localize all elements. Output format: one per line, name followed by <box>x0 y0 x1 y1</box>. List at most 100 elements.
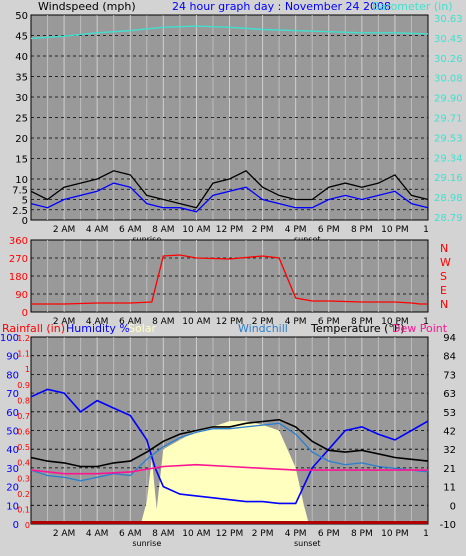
y2-tick-label: W <box>440 256 451 269</box>
y-tick-label: 20 <box>15 134 28 145</box>
y2-tick-label: 29.34 <box>434 153 463 164</box>
x-tick-label: 1 <box>423 317 429 327</box>
y2-tick-label: 53 <box>443 408 456 419</box>
gust-line <box>30 170 429 209</box>
y2-tick-label: 29.71 <box>434 114 463 125</box>
y-tick-label: 50 <box>6 427 19 438</box>
rain-tick-label: 0.5 <box>17 443 30 452</box>
x-tick-label: 4 PM <box>285 529 307 539</box>
y2-tick-label: 0 <box>450 501 456 512</box>
x-tick-label: 6 PM <box>318 529 340 539</box>
y2-tick-label: 84 <box>443 352 456 363</box>
windchill-label: Windchill <box>238 322 288 335</box>
y2-tick-label: 28.98 <box>434 193 463 204</box>
y2-tick-label: N <box>440 298 448 311</box>
y-tick-label: 10 <box>15 175 28 186</box>
rain-tick-label: 0 <box>25 521 30 530</box>
y2-tick-label: 63 <box>443 389 456 400</box>
dewpoint-line <box>30 463 428 475</box>
x-tick-label: 8 AM <box>152 529 175 539</box>
x-tick-label: 12 PM <box>216 317 244 327</box>
y-tick-label: 25 <box>15 114 28 125</box>
x-tick-label: 6 AM <box>119 225 142 235</box>
y-tick-label: 360 <box>9 236 28 247</box>
y2-tick-label: 30.45 <box>434 34 463 45</box>
y-tick-label: 20 <box>6 483 19 494</box>
y2-tick-label: 73 <box>443 370 456 381</box>
y2-tick-label: S <box>440 270 447 283</box>
sunset-label: sunset <box>294 539 321 548</box>
temperature-label: Temperature (°F) <box>310 322 405 335</box>
rain-tick-label: 0.1 <box>17 505 30 514</box>
y-tick-label: 0 <box>22 216 28 227</box>
barometer-label: Barometer (in) <box>372 0 453 13</box>
y-tick-label: 7.5 <box>12 185 28 196</box>
x-tick-label: 8 PM <box>351 529 373 539</box>
windchill-line <box>30 422 429 482</box>
y-tick-label: 100 <box>0 333 19 344</box>
rain-bar <box>31 521 428 524</box>
y2-tick-label: E <box>440 284 447 297</box>
y-tick-label: 60 <box>6 408 19 419</box>
x-tick-label: 6 AM <box>119 317 142 327</box>
y-tick-label: 270 <box>9 254 28 265</box>
x-tick-label: 1 <box>423 529 429 539</box>
x-tick-label: 2 PM <box>252 529 274 539</box>
y2-tick-label: 29.53 <box>434 133 463 144</box>
solar-area <box>141 421 309 524</box>
x-tick-label: 10 PM <box>381 529 409 539</box>
wind-direction-line <box>31 254 428 305</box>
rain-tick-label: 0.2 <box>17 490 30 499</box>
x-tick-label: 10 AM <box>182 225 210 235</box>
rain-tick-label: 0.3 <box>17 474 30 483</box>
y-tick-label: 45 <box>15 32 28 43</box>
y-tick-label: 35 <box>15 73 28 84</box>
x-tick-label: 1 <box>423 225 429 235</box>
x-tick-label: 10 AM <box>182 317 210 327</box>
y2-tick-label: 30.63 <box>434 14 463 25</box>
y-tick-label: 40 <box>15 52 28 63</box>
x-tick-label: 10 PM <box>381 317 409 327</box>
rain-tick-label: 0.9 <box>17 381 30 390</box>
sunrise-label: sunrise <box>132 539 161 548</box>
temperature-line <box>30 418 429 468</box>
rain-tick-label: 0.8 <box>17 396 30 405</box>
solar-label: Solar <box>128 322 157 335</box>
rain-tick-label: 0.6 <box>17 428 30 437</box>
y-tick-label: 15 <box>15 155 28 166</box>
y-tick-label: 80 <box>6 370 19 381</box>
x-tick-label: 4 AM <box>86 529 109 539</box>
rainfall-label: Rainfall (in) <box>2 322 65 335</box>
x-tick-label: 4 AM <box>86 225 109 235</box>
x-tick-label: 10 AM <box>182 529 210 539</box>
x-tick-label: 4 AM <box>86 317 109 327</box>
y-tick-label: 0 <box>22 308 28 319</box>
rain-tick-label: 1.1 <box>17 350 30 359</box>
x-tick-label: 2 PM <box>252 317 274 327</box>
x-tick-label: 8 PM <box>351 317 373 327</box>
y-tick-label: 30 <box>6 464 19 475</box>
graph-title: 24 hour graph day : November 24 2008 <box>172 0 391 13</box>
x-tick-label: 8 AM <box>152 225 175 235</box>
x-tick-label: 10 PM <box>381 225 409 235</box>
x-tick-label: 6 PM <box>318 225 340 235</box>
x-tick-label: 2 AM <box>53 317 76 327</box>
windspeed-line <box>30 182 429 213</box>
x-tick-label: 6 AM <box>119 529 142 539</box>
x-tick-label: 12 PM <box>216 529 244 539</box>
y2-tick-label: 30.08 <box>434 74 463 85</box>
y-tick-label: 0 <box>13 520 19 531</box>
y-tick-label: 30 <box>15 93 28 104</box>
x-tick-label: 8 AM <box>152 317 175 327</box>
y2-tick-label: 94 <box>443 333 456 344</box>
y2-tick-label: 11 <box>443 483 456 494</box>
y-tick-label: 2.5 <box>12 206 28 217</box>
x-tick-label: 4 PM <box>285 317 307 327</box>
rain-tick-label: 1.2 <box>17 334 30 343</box>
humidity-line <box>30 388 429 505</box>
x-tick-label: 4 PM <box>285 225 307 235</box>
barometer-line <box>30 25 429 40</box>
humidity-label: Humidity % <box>66 322 130 335</box>
y-tick-label: 180 <box>9 272 28 283</box>
